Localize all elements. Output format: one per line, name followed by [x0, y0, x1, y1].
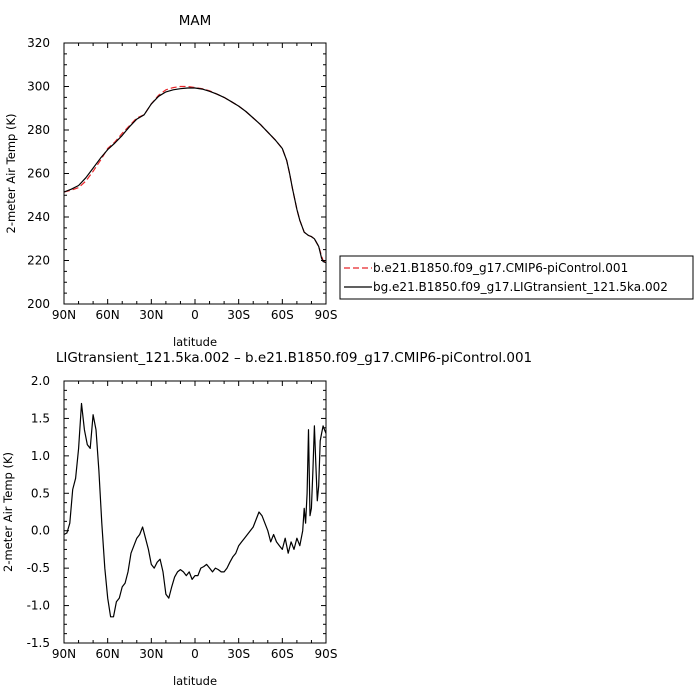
panel1-y-ticks: 200 220 240 260 280 300 320 [27, 36, 326, 311]
panel2-y-tick-label: 0.5 [31, 486, 50, 500]
panel2-x-tick-label: 60N [96, 647, 120, 661]
panel1-series-line-0 [63, 85, 327, 263]
panel2-y-tick-label: -1.0 [27, 599, 50, 613]
panel1-y-tick-label: 300 [27, 80, 50, 94]
panel2-title: LIGtransient_121.5ka.002 – b.e21.B1850.f… [56, 350, 532, 366]
panel1-x-tick-label: 0 [191, 308, 199, 322]
panel1-x-tick-label: 60N [96, 308, 120, 322]
panel2-series-group [63, 402, 327, 618]
legend: b.e21.B1850.f09_g17.CMIP6-piControl.001 … [339, 255, 694, 300]
panel1-title: MAM [179, 13, 212, 29]
panel1-x-tick-label: 30N [139, 308, 163, 322]
panel2-y-tick-label: 2.0 [31, 374, 50, 388]
panel1-y-tick-label: 260 [27, 167, 50, 181]
panel2-x-tick-label: 0 [191, 647, 199, 661]
panel1-y-tick-label: 320 [27, 36, 50, 50]
panel2-series-line-0 [63, 402, 327, 618]
panel1-y-tick-label: 240 [27, 210, 50, 224]
legend-label-ligtransient: bg.e21.B1850.f09_g17.LIGtransient_121.5k… [373, 280, 668, 294]
panel1-x-tick-label: 90S [315, 308, 338, 322]
panel1-y-tick-label: 200 [27, 297, 50, 311]
panel2-x-tick-label: 90N [52, 647, 76, 661]
panel2-plot-frame [63, 380, 327, 644]
panel2-y-ticks: -1.5 -1.0 -0.5 0.0 0.5 1.0 1.5 2.0 [27, 374, 326, 650]
panel2-y-axis-label: 2-meter Air Temp (K) [1, 452, 15, 572]
panel2-x-tick-label: 90S [315, 647, 338, 661]
panel2-x-tick-label: 60S [271, 647, 294, 661]
panel2-y-tick-label: 1.5 [31, 411, 50, 425]
panel1-series-group [63, 85, 327, 264]
panel2-x-tick-label: 30N [139, 647, 163, 661]
panel2-x-ticks: 90N 60N 30N 0 30S 60S 90S [52, 381, 338, 661]
panel2-y-tick-label: 1.0 [31, 449, 50, 463]
panel1-x-tick-label: 90N [52, 308, 76, 322]
panel2-x-tick-label: 30S [227, 647, 250, 661]
legend-label-picontrol: b.e21.B1850.f09_g17.CMIP6-piControl.001 [373, 261, 628, 275]
panel1-y-tick-label: 280 [27, 123, 50, 137]
panel1-y-tick-label: 220 [27, 254, 50, 268]
panel1-x-axis-label: latitude [173, 335, 217, 349]
panel1-x-tick-label: 30S [227, 308, 250, 322]
legend-box [339, 255, 694, 300]
panel1-plot-frame [63, 42, 327, 305]
panel1-y-axis-label: 2-meter Air Temp (K) [4, 114, 18, 234]
panel1-x-ticks: 90N 60N 30N 0 30S 60S 90S [52, 43, 338, 322]
panel2-y-tick-label: -1.5 [27, 636, 50, 650]
panel1-x-tick-label: 60S [271, 308, 294, 322]
panel2-y-tick-label: 0.0 [31, 524, 50, 538]
panel2-y-tick-label: -0.5 [27, 561, 50, 575]
panel2-x-axis-label: latitude [173, 674, 217, 688]
panel1-series-line-1 [63, 87, 327, 264]
temperature-difference-panel: LIGtransient_121.5ka.002 – b.e21.B1850.f… [1, 350, 532, 688]
mam-temperature-panel: MAM 90N 60N 30N 0 30S 60S 90S 200 220 240 260 280 3… [4, 13, 694, 349]
